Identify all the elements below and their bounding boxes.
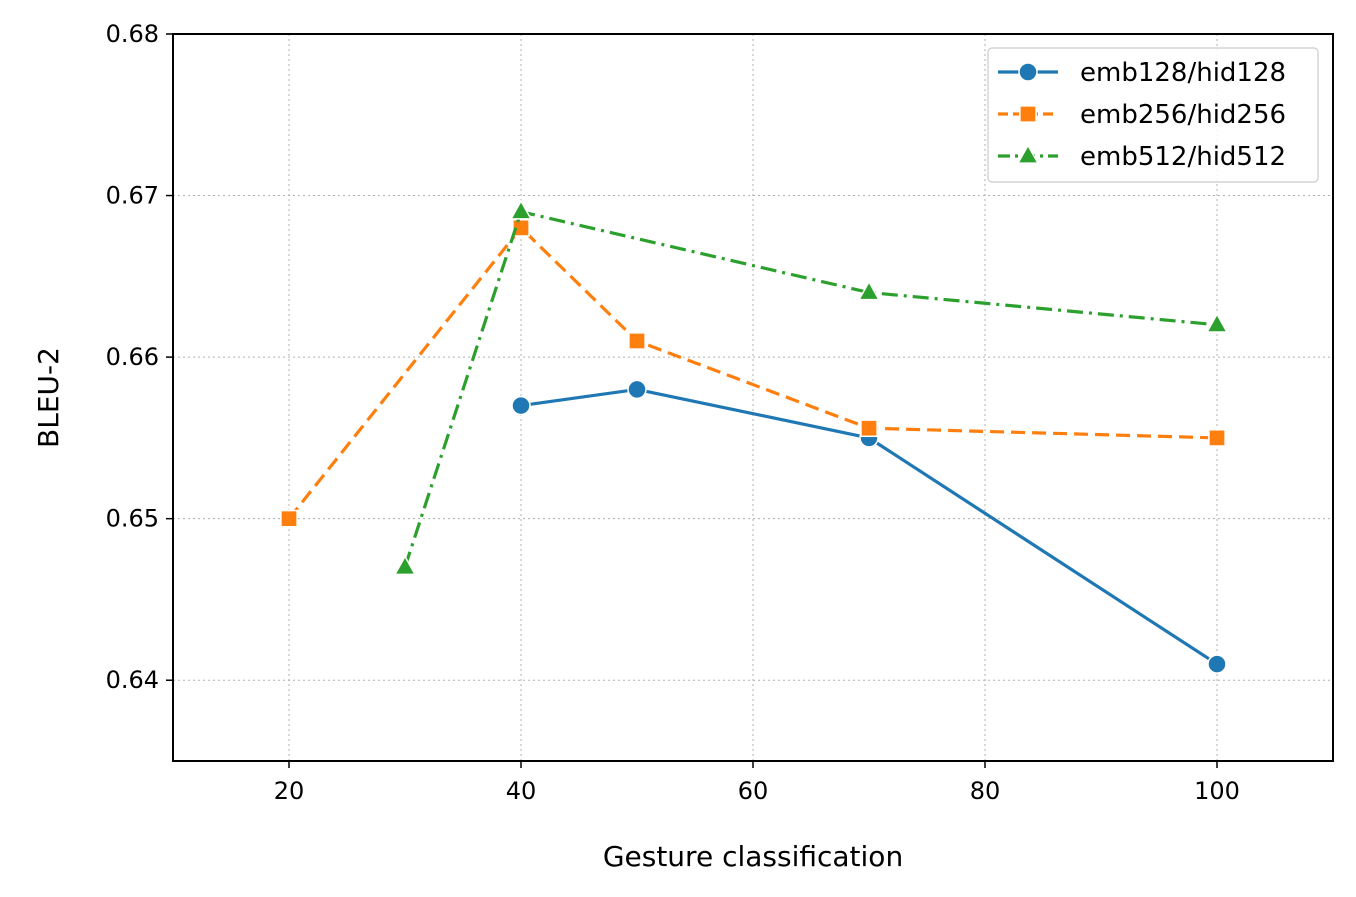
legend-label: emb256/hid256 [1080, 100, 1286, 130]
x-tick-label: 40 [506, 777, 537, 805]
series-line [520, 387, 1218, 666]
x-tick-label: 100 [1194, 777, 1240, 805]
y-tick-label: 0.68 [106, 20, 159, 48]
y-axis-title: BLEU-2 [32, 347, 65, 448]
series-emb512/hid512 [393, 199, 1229, 576]
legend-label: emb128/hid128 [1080, 58, 1286, 88]
data-point [860, 419, 878, 438]
data-point [280, 509, 298, 528]
data-point [627, 379, 647, 400]
legend-marker [1016, 143, 1040, 164]
axis-ticks: 20 40 60 80 100 0.64 0.65 0.66 0.67 0.68 [106, 20, 1240, 805]
legend-item: emb128/hid128 [998, 58, 1286, 88]
x-tick-label: 20 [274, 777, 305, 805]
data-point [857, 280, 881, 301]
data-point [1205, 312, 1229, 333]
data-point [509, 199, 533, 220]
series-layer [280, 199, 1229, 674]
y-tick-label: 0.67 [106, 182, 159, 210]
legend-item: emb256/hid256 [998, 100, 1286, 130]
x-tick-label: 60 [738, 777, 769, 805]
data-point [511, 395, 531, 416]
legend-box [987, 47, 1319, 183]
legend: emb128/hid128 emb256/hid256 emb512/hid512 [987, 47, 1319, 183]
series-line [403, 210, 1218, 568]
data-point [512, 219, 530, 237]
series-emb256/hid256 [280, 219, 1226, 528]
legend-marker [1018, 62, 1038, 82]
y-tick-label: 0.64 [106, 666, 159, 694]
series-emb128/hid128 [511, 379, 1227, 674]
data-point [393, 554, 417, 576]
x-tick-label: 80 [970, 777, 1001, 805]
data-point [1207, 654, 1227, 674]
legend-item: emb512/hid512 [998, 142, 1286, 172]
legend-marker [1019, 105, 1037, 123]
data-point [628, 332, 646, 350]
legend-label: emb512/hid512 [1080, 142, 1286, 172]
y-tick-label: 0.65 [106, 505, 159, 533]
data-point [1208, 429, 1226, 447]
x-axis-title: Gesture classification [603, 840, 903, 873]
y-tick-label: 0.66 [106, 343, 159, 371]
